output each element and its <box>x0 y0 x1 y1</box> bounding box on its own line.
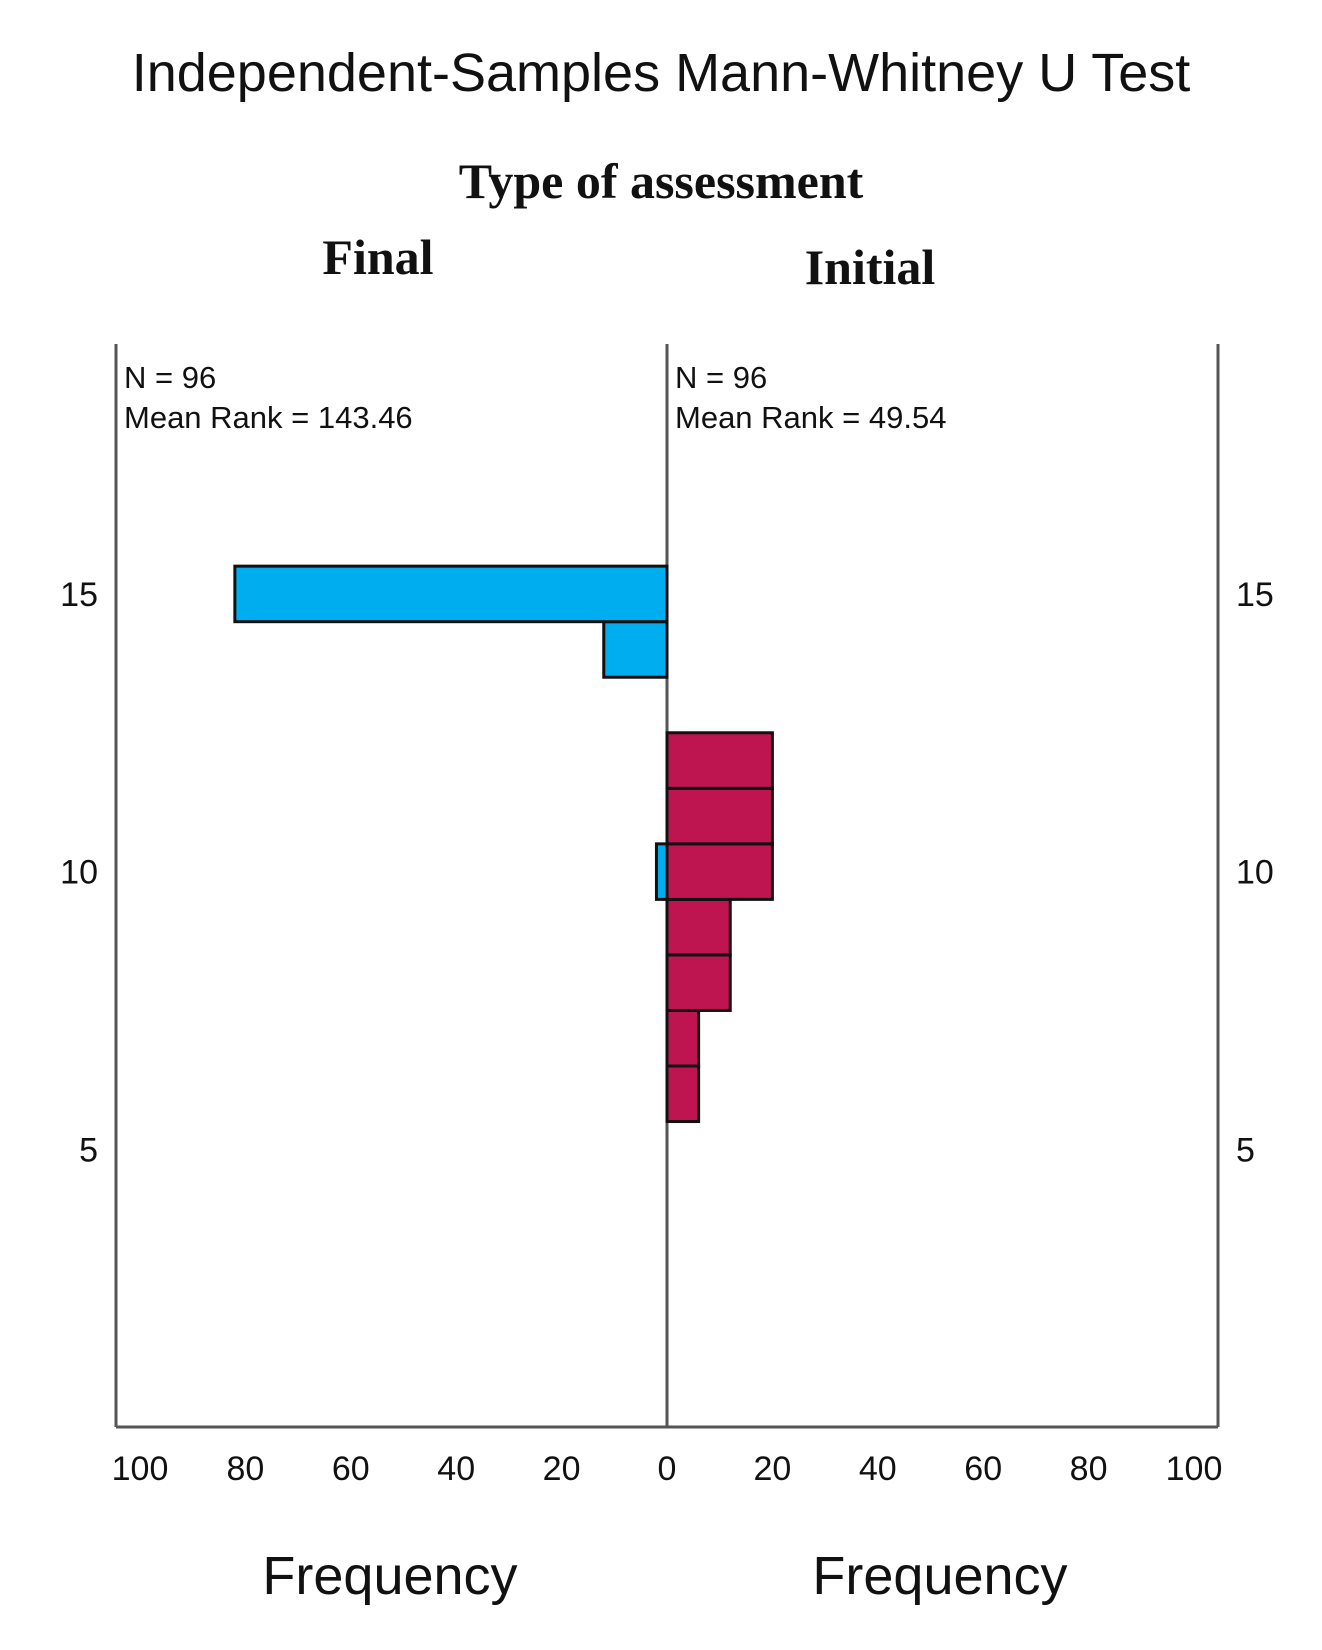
bar-initial-10 <box>665 842 774 901</box>
x-tick-right-40: 40 <box>859 1450 897 1488</box>
bar-initial-11 <box>665 786 774 846</box>
x-tick-left-0: 0 <box>658 1450 677 1488</box>
bar-initial-12 <box>665 731 774 790</box>
bar-initial-7 <box>665 1008 701 1068</box>
x-tick-left-80: 80 <box>226 1450 264 1488</box>
bar-final-15 <box>233 564 669 624</box>
x-tick-right-60: 60 <box>964 1450 1002 1488</box>
stat-mean-rank-final: Mean Rank = 143.46 <box>124 400 413 435</box>
x-tick-left-20: 20 <box>543 1450 581 1488</box>
bar-final-10 <box>654 842 669 901</box>
x-tick-right-20: 20 <box>753 1450 791 1488</box>
group-label-initial: Initial <box>804 239 936 295</box>
bar-initial-9 <box>665 897 732 957</box>
bar-initial-8 <box>665 953 732 1012</box>
x-tick-right-80: 80 <box>1070 1450 1108 1488</box>
y-tick-left-5: 5 <box>79 1131 98 1169</box>
chart-title: Independent-Samples Mann-Whitney U Test <box>131 43 1191 103</box>
x-axis-title-right: Frequency <box>812 1546 1068 1606</box>
bar-final-14 <box>602 620 669 679</box>
x-axis-title-left: Frequency <box>262 1546 518 1606</box>
x-tick-left-60: 60 <box>332 1450 370 1488</box>
x-tick-left-40: 40 <box>437 1450 475 1488</box>
x-tick-right-100: 100 <box>1166 1450 1223 1488</box>
chart-subtitle: Type of assessment <box>458 153 864 209</box>
group-label-final: Final <box>322 229 434 285</box>
y-tick-left-10: 10 <box>60 854 98 892</box>
stat-n-final: N = 96 <box>124 360 216 395</box>
stat-n-initial: N = 96 <box>675 360 767 395</box>
y-tick-right-10: 10 <box>1236 854 1274 892</box>
x-tick-left-100: 100 <box>112 1450 169 1488</box>
y-tick-right-15: 15 <box>1236 576 1274 614</box>
y-tick-right-5: 5 <box>1236 1131 1255 1169</box>
stat-mean-rank-initial: Mean Rank = 49.54 <box>675 400 946 435</box>
y-tick-left-15: 15 <box>60 576 98 614</box>
bar-initial-6 <box>665 1064 701 1124</box>
